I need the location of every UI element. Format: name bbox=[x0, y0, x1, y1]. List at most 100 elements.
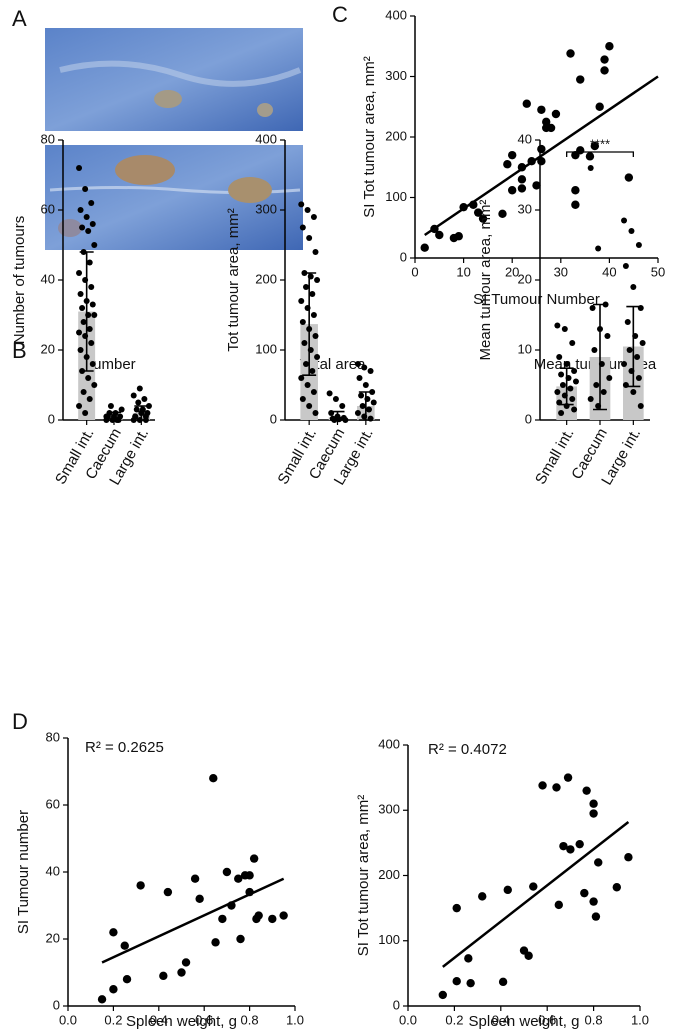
point bbox=[435, 230, 444, 240]
point bbox=[606, 375, 613, 381]
point bbox=[622, 263, 629, 269]
x-tick-label: 0 bbox=[411, 264, 418, 279]
y-tick-label: 300 bbox=[378, 802, 400, 817]
point bbox=[554, 389, 561, 395]
point bbox=[498, 209, 507, 219]
point bbox=[554, 322, 561, 329]
point bbox=[356, 375, 363, 381]
point bbox=[600, 55, 609, 64]
point bbox=[600, 66, 609, 75]
point bbox=[89, 221, 96, 227]
point bbox=[91, 312, 98, 318]
point bbox=[559, 841, 568, 851]
y-tick-label: 80 bbox=[41, 131, 55, 146]
point bbox=[88, 340, 95, 346]
point bbox=[312, 249, 319, 255]
x-tick-label: 1.0 bbox=[286, 1012, 304, 1027]
point bbox=[109, 928, 118, 937]
point bbox=[141, 396, 148, 402]
point bbox=[86, 396, 93, 402]
x-tick-label: 0.0 bbox=[399, 1012, 417, 1027]
point bbox=[524, 951, 533, 960]
panel-label: C bbox=[332, 2, 348, 27]
point bbox=[77, 347, 84, 353]
point bbox=[517, 184, 527, 193]
y-axis-label: SI Tot tumour area, mm² bbox=[361, 56, 378, 217]
point bbox=[306, 403, 313, 409]
point bbox=[133, 406, 140, 413]
point bbox=[634, 354, 641, 360]
point bbox=[301, 340, 308, 346]
point bbox=[473, 208, 483, 217]
point bbox=[593, 382, 600, 388]
point bbox=[589, 305, 596, 311]
annotation: R² = 0.4072 bbox=[428, 741, 507, 758]
point bbox=[630, 284, 637, 290]
point bbox=[589, 809, 598, 818]
y-tick-label: 300 bbox=[385, 68, 407, 83]
trend-line bbox=[442, 821, 630, 968]
point bbox=[190, 874, 200, 883]
x-tick-label: Small int. bbox=[532, 425, 578, 487]
x-tick-label: 0.6 bbox=[195, 1012, 213, 1027]
point bbox=[80, 319, 87, 325]
point bbox=[454, 232, 463, 241]
photo bbox=[45, 28, 303, 131]
point bbox=[136, 881, 145, 890]
y-tick-label: 0 bbox=[400, 249, 407, 264]
y-tick-label: 0 bbox=[525, 411, 532, 426]
y-axis-label: SI Tumour number bbox=[15, 810, 32, 934]
point bbox=[571, 186, 580, 195]
x-tick-label: 0.2 bbox=[104, 1012, 122, 1027]
point bbox=[595, 102, 604, 111]
y-tick-label: 20 bbox=[518, 271, 532, 286]
x-tick-label: 30 bbox=[554, 264, 568, 279]
point bbox=[580, 888, 589, 898]
point bbox=[566, 49, 575, 58]
point bbox=[452, 977, 461, 986]
point bbox=[299, 396, 306, 402]
error-bar bbox=[79, 251, 94, 372]
point bbox=[558, 410, 565, 416]
point bbox=[145, 403, 152, 409]
point bbox=[626, 347, 633, 353]
y-tick-label: 200 bbox=[255, 271, 277, 286]
point bbox=[298, 201, 305, 208]
point bbox=[624, 853, 633, 862]
y-tick-label: 20 bbox=[41, 341, 55, 356]
point bbox=[517, 175, 527, 184]
point bbox=[80, 389, 87, 395]
point bbox=[79, 305, 86, 311]
point bbox=[630, 389, 637, 395]
point bbox=[236, 934, 245, 944]
point bbox=[576, 146, 585, 155]
y-tick-label: 60 bbox=[41, 201, 55, 216]
point bbox=[498, 977, 508, 987]
point bbox=[254, 911, 263, 920]
point bbox=[576, 75, 585, 84]
point bbox=[563, 361, 570, 367]
point bbox=[571, 200, 580, 209]
point bbox=[556, 354, 563, 360]
x-tick-label: 0.4 bbox=[150, 1012, 168, 1027]
y-tick-label: 40 bbox=[518, 131, 532, 146]
point bbox=[354, 410, 361, 416]
point bbox=[86, 259, 93, 266]
point bbox=[558, 371, 565, 378]
point bbox=[309, 368, 316, 374]
y-tick-label: 10 bbox=[518, 341, 532, 356]
point bbox=[361, 364, 368, 371]
point bbox=[367, 368, 374, 374]
panel-label: A bbox=[12, 6, 27, 31]
point bbox=[332, 396, 339, 402]
point bbox=[589, 897, 598, 906]
point bbox=[551, 109, 561, 119]
y-tick-label: 100 bbox=[378, 932, 400, 947]
point bbox=[82, 186, 89, 192]
point bbox=[88, 284, 95, 290]
point bbox=[591, 912, 601, 921]
x-axis-label: Spleen weight, g bbox=[126, 1013, 237, 1030]
point bbox=[218, 914, 227, 924]
point bbox=[572, 378, 579, 385]
point bbox=[591, 347, 598, 353]
